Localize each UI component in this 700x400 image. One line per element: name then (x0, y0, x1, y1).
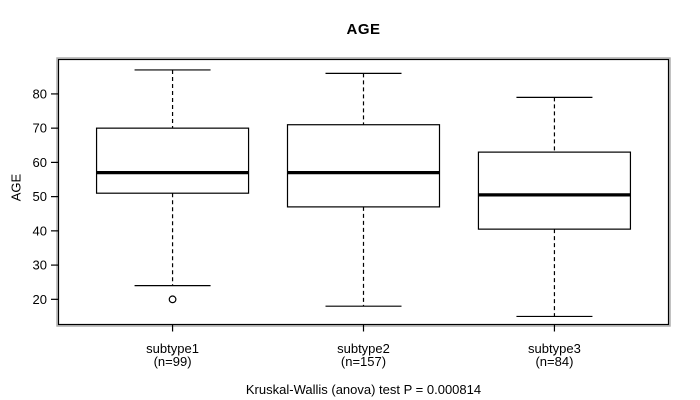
y-axis: 20 30 40 50 60 70 80 (33, 86, 58, 307)
group-name: subtype2 (337, 341, 390, 356)
group-count: (n=99) (153, 354, 192, 369)
group-name: subtype3 (528, 341, 581, 356)
box-group-subtype1 (95, 69, 250, 304)
iqr-box (286, 124, 441, 208)
iqr-box (95, 127, 250, 194)
x-axis (171, 325, 556, 332)
outlier-point (168, 295, 177, 304)
stat-test-caption: Kruskal-Wallis (anova) test P = 0.000814 (245, 382, 482, 397)
x-group-label-subtype2: subtype2 (n=157) (294, 342, 434, 368)
group-count: (n=84) (535, 354, 574, 369)
plot-border (57, 58, 670, 326)
x-group-label-subtype3: subtype3 (n=84) (484, 342, 624, 368)
y-tick-label: 80 (33, 86, 47, 101)
group-name: subtype1 (146, 341, 199, 356)
group-count: (n=157) (340, 354, 387, 369)
y-tick-label: 50 (33, 189, 47, 204)
chart-title: AGE (346, 21, 381, 38)
x-group-label-subtype1: subtype1 (n=99) (103, 342, 243, 368)
box-group-subtype2 (286, 72, 441, 307)
y-tick-label: 30 (33, 258, 47, 273)
y-tick-label: 20 (33, 292, 47, 307)
boxplot-boxes (95, 69, 632, 318)
iqr-box (477, 151, 632, 230)
y-tick-label: 70 (33, 121, 47, 136)
box-group-subtype3 (477, 96, 632, 318)
y-tick-label: 40 (33, 223, 47, 238)
y-tick-label: 60 (33, 155, 47, 170)
